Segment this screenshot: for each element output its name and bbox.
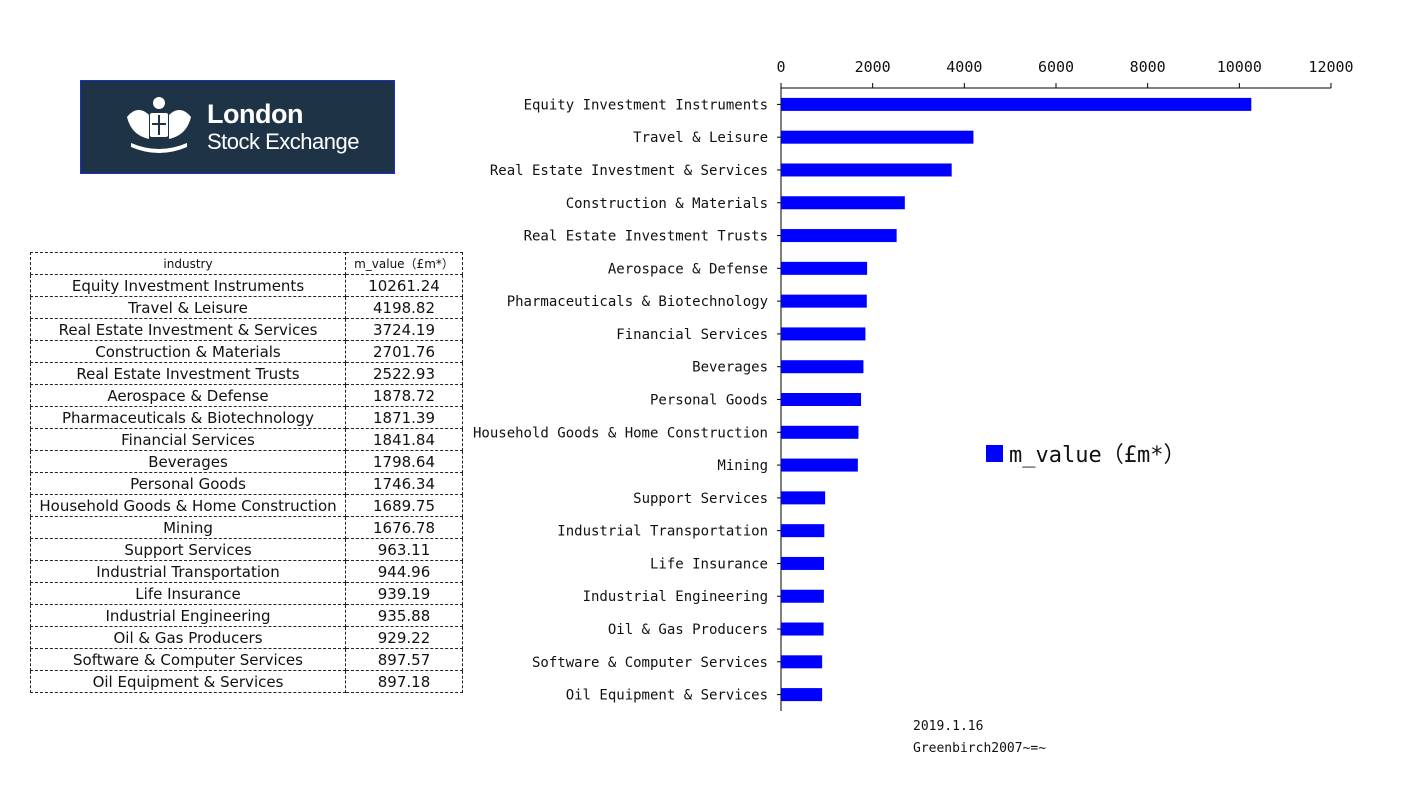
cell-m-value: 935.88 [345, 604, 463, 627]
table-row: Beverages 1798.64 [30, 450, 463, 473]
bar [781, 261, 868, 275]
bar [781, 524, 825, 538]
bar [781, 294, 867, 308]
cell-industry: Construction & Materials [30, 340, 346, 363]
cell-industry: Oil & Gas Producers [30, 626, 346, 649]
bar [781, 163, 952, 177]
crest-icon [127, 97, 191, 153]
table-row: Industrial Engineering 935.88 [30, 604, 463, 627]
category-label: Industrial Transportation [557, 524, 768, 540]
cell-industry: Real Estate Investment Trusts [30, 362, 346, 385]
category-label: Financial Services [616, 327, 768, 343]
header-m-value: m_value（£m*） [345, 252, 463, 275]
category-label: Pharmaceuticals & Biotechnology [507, 294, 768, 310]
x-tick-label: 4000 [946, 58, 982, 76]
category-label: Household Goods & Home Construction [473, 425, 768, 441]
table-row: Household Goods & Home Construction 1689.… [30, 494, 463, 517]
table-row: Financial Services 1841.84 [30, 428, 463, 451]
table-row: Equity Investment Instruments 10261.24 [30, 274, 463, 297]
bar [781, 130, 974, 144]
category-label: Oil Equipment & Services [566, 688, 768, 704]
bar [781, 622, 824, 636]
footer-author: Greenbirch2007~=~ [913, 741, 1047, 756]
legend-swatch [986, 444, 1003, 462]
x-tick-label: 10000 [1217, 58, 1262, 76]
bar [781, 458, 858, 472]
category-label: Life Insurance [650, 556, 768, 572]
table-row: Real Estate Investment Trusts 2522.93 [30, 362, 463, 385]
category-label: Oil & Gas Producers [608, 622, 768, 638]
table-row: Industrial Transportation 944.96 [30, 560, 463, 583]
table-row: Mining 1676.78 [30, 516, 463, 539]
data-table: industry m_value（£m*） Equity Investment … [30, 252, 463, 693]
table-row: Support Services 963.11 [30, 538, 463, 561]
category-label: Support Services [633, 491, 768, 507]
cell-m-value: 2522.93 [345, 362, 463, 385]
cell-m-value: 1798.64 [345, 450, 463, 473]
table-row: Real Estate Investment & Services 3724.19 [30, 318, 463, 341]
cell-m-value: 897.18 [345, 670, 463, 693]
bar [781, 688, 823, 702]
category-label: Personal Goods [650, 393, 768, 409]
category-label: Aerospace & Defense [608, 261, 768, 277]
cell-m-value: 1676.78 [345, 516, 463, 539]
cell-industry: Support Services [30, 538, 346, 561]
header-industry: industry [30, 252, 346, 275]
x-tick-label: 0 [776, 58, 785, 76]
category-label: Real Estate Investment & Services [490, 163, 768, 179]
x-tick-label: 12000 [1308, 58, 1353, 76]
table-row: Oil & Gas Producers 929.22 [30, 626, 463, 649]
bar [781, 425, 859, 439]
table-row: Oil Equipment & Services 897.18 [30, 670, 463, 693]
cell-industry: Industrial Engineering [30, 604, 346, 627]
footer-date: 2019.1.16 [913, 719, 984, 734]
category-label: Travel & Leisure [633, 130, 768, 146]
x-tick-label: 8000 [1130, 58, 1166, 76]
table-row: Construction & Materials 2701.76 [30, 340, 463, 363]
category-label: Equity Investment Instruments [524, 97, 768, 113]
cell-m-value: 1871.39 [345, 406, 463, 429]
bar [781, 97, 1252, 111]
table-header-row: industry m_value（£m*） [30, 252, 463, 275]
cell-industry: Equity Investment Instruments [30, 274, 346, 297]
bar [781, 655, 823, 669]
category-label: Mining [717, 458, 768, 474]
bar [781, 556, 825, 570]
lse-logo: London Stock Exchange [80, 80, 395, 174]
chart-legend: m_value（£m*） [986, 437, 1185, 469]
cell-industry: Oil Equipment & Services [30, 670, 346, 693]
category-label: Beverages [692, 360, 768, 376]
cell-industry: Financial Services [30, 428, 346, 451]
legend-label: m_value（£m*） [1009, 443, 1186, 468]
bar [781, 491, 826, 505]
bar [781, 229, 897, 243]
bar [781, 589, 824, 603]
cell-industry: Travel & Leisure [30, 296, 346, 319]
category-label: Software & Computer Services [532, 655, 768, 671]
category-label: Industrial Engineering [583, 589, 768, 605]
bar [781, 393, 862, 406]
bar [781, 196, 905, 210]
table-row: Travel & Leisure 4198.82 [30, 296, 463, 319]
logo-line1: London [207, 99, 303, 129]
cell-industry: Industrial Transportation [30, 560, 346, 583]
bar [781, 327, 866, 341]
logo-line2: Stock Exchange [207, 129, 359, 154]
x-tick-label: 2000 [855, 58, 891, 76]
cell-m-value: 4198.82 [345, 296, 463, 319]
cell-m-value: 963.11 [345, 538, 463, 561]
table-body: Equity Investment Instruments 10261.24 Tra… [30, 274, 463, 693]
bar [781, 360, 864, 374]
category-label: Real Estate Investment Trusts [524, 229, 768, 245]
cell-m-value: 3724.19 [345, 318, 463, 341]
category-label: Construction & Materials [566, 196, 768, 212]
cell-m-value: 1746.34 [345, 472, 463, 495]
x-tick-label: 6000 [1038, 58, 1074, 76]
